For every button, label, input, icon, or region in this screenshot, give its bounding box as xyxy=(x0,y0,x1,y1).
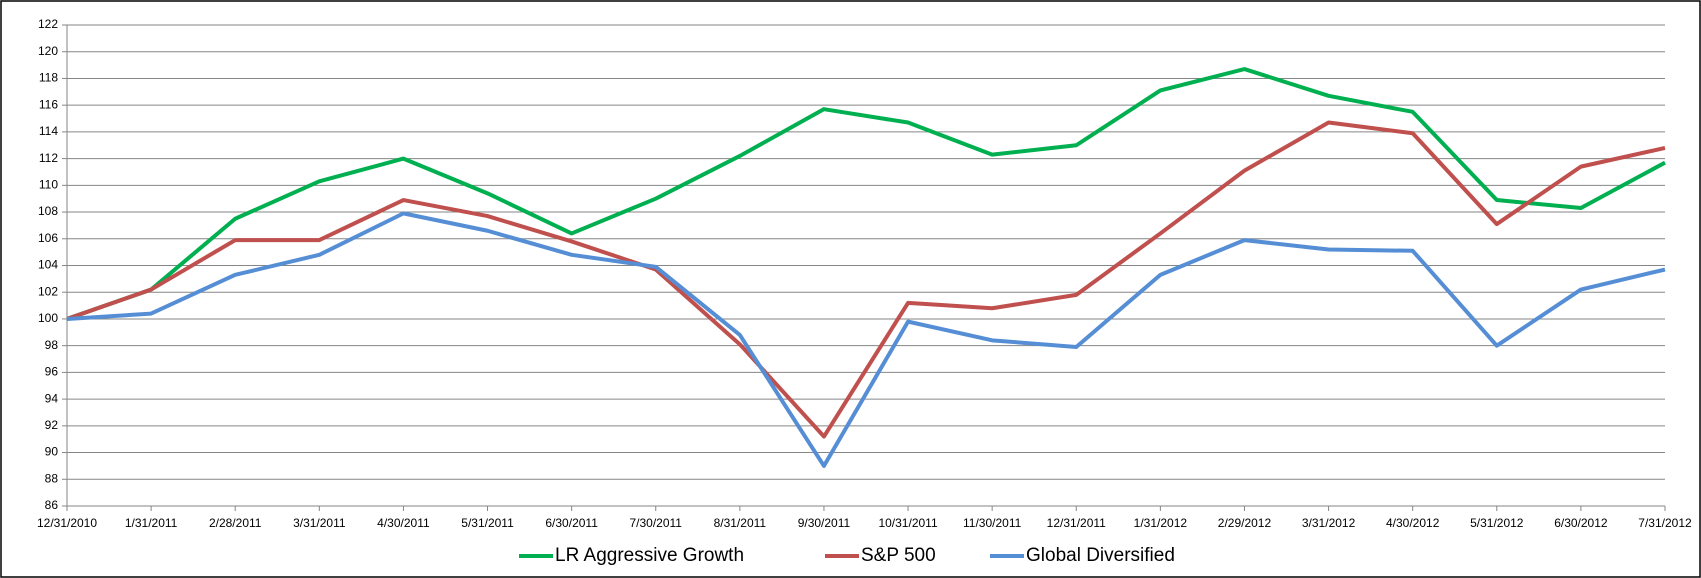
y-tick-label: 102 xyxy=(38,284,58,298)
y-tick-label: 104 xyxy=(38,258,58,272)
x-tick-label: 1/31/2012 xyxy=(1134,516,1188,530)
x-tick-label: 3/31/2012 xyxy=(1302,516,1356,530)
y-tick-label: 100 xyxy=(38,311,58,325)
x-tick-label: 1/31/2011 xyxy=(125,516,178,530)
line-series xyxy=(66,120,1666,439)
legend-label: LR Aggressive Growth xyxy=(555,545,744,566)
y-tick-label: 114 xyxy=(39,124,58,138)
line-series xyxy=(66,67,1666,321)
y-tick-label: 96 xyxy=(45,365,59,379)
x-tick-label: 2/29/2012 xyxy=(1218,516,1272,530)
legend-label: S&P 500 xyxy=(861,545,936,566)
y-tick-label: 90 xyxy=(45,445,59,459)
y-tick-label: 86 xyxy=(45,498,59,512)
x-tick-label: 7/31/2012 xyxy=(1638,516,1692,530)
legend-label: Global Diversified xyxy=(1026,545,1175,566)
y-tick-label: 94 xyxy=(45,391,59,405)
x-tick-label: 4/30/2012 xyxy=(1386,516,1440,530)
x-tick-label: 5/31/2012 xyxy=(1470,516,1524,530)
x-tick-label: 4/30/2011 xyxy=(377,516,430,530)
x-tick-label: 6/30/2011 xyxy=(545,516,598,530)
x-tick-label: 8/31/2011 xyxy=(714,516,767,530)
x-tick-label: 12/31/2010 xyxy=(37,516,97,530)
y-tick-label: 120 xyxy=(38,44,58,58)
x-tick-label: 3/31/2011 xyxy=(293,516,346,530)
y-tick-label: 108 xyxy=(38,204,58,218)
x-tick-label: 7/30/2011 xyxy=(629,516,682,530)
x-tick-label: 11/30/2011 xyxy=(963,516,1022,530)
x-tick-label: 2/28/2011 xyxy=(209,516,262,530)
y-tick-label: 98 xyxy=(45,338,59,352)
x-tick-label: 12/31/2011 xyxy=(1047,516,1106,530)
y-tick-label: 106 xyxy=(38,231,58,245)
x-tick-label: 5/31/2011 xyxy=(461,516,514,530)
y-tick-label: 112 xyxy=(39,151,58,165)
x-tick-label: 10/31/2011 xyxy=(878,516,937,530)
y-tick-label: 116 xyxy=(39,97,58,111)
x-tick-label: 6/30/2012 xyxy=(1554,516,1608,530)
y-tick-label: 92 xyxy=(45,418,59,432)
x-tick-label: 9/30/2011 xyxy=(798,516,851,530)
y-tick-label: 110 xyxy=(39,178,58,192)
y-tick-label: 122 xyxy=(38,17,58,31)
y-tick-label: 88 xyxy=(45,471,59,485)
y-tick-label: 118 xyxy=(39,71,58,85)
line-series xyxy=(66,211,1666,468)
